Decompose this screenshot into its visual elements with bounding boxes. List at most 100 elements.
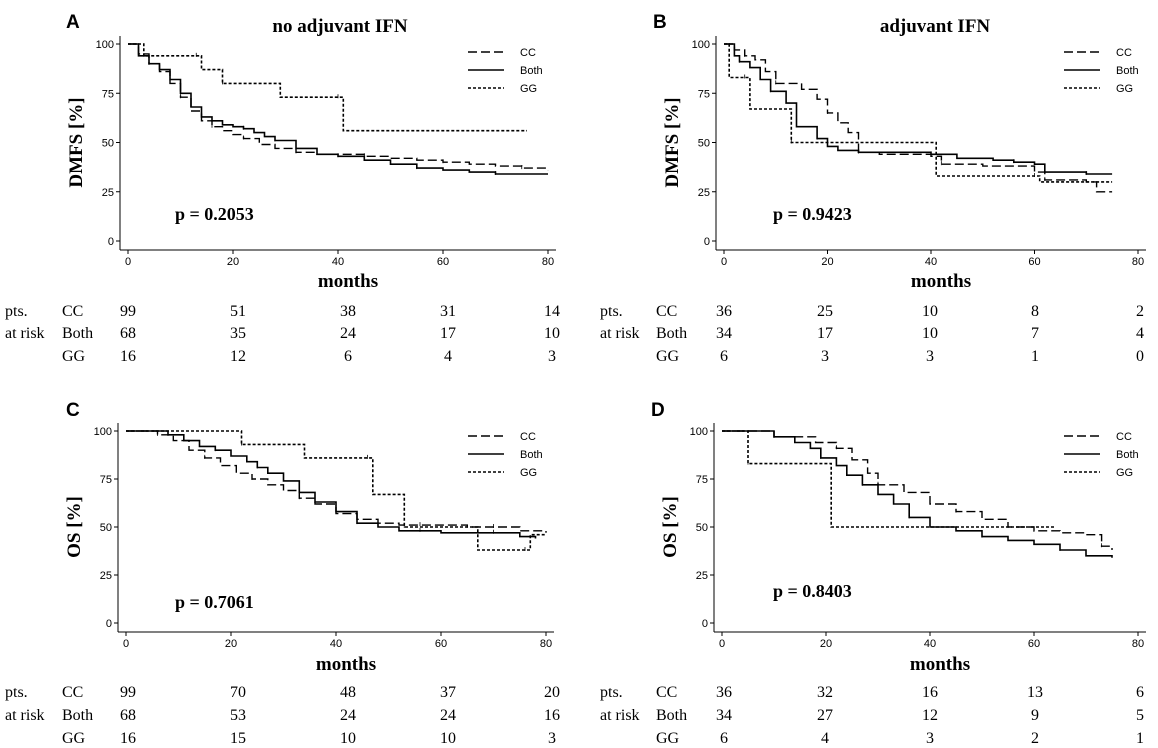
risk-value: 36 (716, 684, 732, 701)
risk-value: 68 (120, 325, 136, 342)
y-tick-label: 75 (102, 88, 114, 100)
risk-value: 2 (1136, 303, 1144, 320)
risk-value: 6 (1136, 684, 1144, 701)
curve-gg (724, 43, 1113, 183)
risk-value: 3 (821, 348, 829, 365)
risk-value: 14 (544, 303, 560, 320)
risk-value: 24 (340, 325, 356, 342)
panel-c: C 0 25 50 75 100 0 20 40 60 80 OS [%] months p = 0.70… (5, 400, 560, 747)
risk-value: 15 (230, 730, 246, 747)
risk-row-name: CC (62, 684, 83, 701)
x-tick-label: 60 (437, 256, 449, 268)
curve-gg (126, 430, 546, 551)
risk-value: 35 (230, 325, 246, 342)
risk-row-name: GG (62, 348, 86, 365)
risk-value: 6 (720, 348, 728, 365)
risk-value: 0 (1136, 348, 1144, 365)
y-axis-label: OS [%] (660, 496, 681, 558)
legend-label-both: Both (1116, 65, 1139, 77)
risk-table-label: pts. (5, 684, 28, 701)
curve-both (724, 43, 1113, 175)
risk-value: 34 (716, 707, 732, 724)
risk-value: 38 (340, 303, 356, 320)
p-value: p = 0.8403 (773, 581, 852, 601)
x-tick-label: 0 (125, 256, 131, 268)
x-tick-label: 0 (721, 256, 727, 268)
risk-row-name: CC (62, 303, 83, 320)
y-axis-label: DMFS [%] (662, 97, 683, 187)
risk-table-label: at risk (600, 325, 640, 342)
curve-cc (722, 430, 1113, 550)
curve-both (126, 430, 537, 539)
y-tick-label: 100 (690, 426, 708, 438)
y-tick-label: 50 (698, 138, 710, 150)
risk-value: 68 (120, 707, 136, 724)
x-tick-label: 0 (123, 638, 129, 650)
risk-value: 6 (720, 730, 728, 747)
y-tick-label: 25 (102, 187, 114, 199)
x-axis-label: months (910, 654, 970, 675)
x-tick-label: 20 (227, 256, 239, 268)
risk-value: 3 (548, 730, 556, 747)
risk-row-name: GG (62, 730, 86, 747)
risk-value: 10 (440, 730, 456, 747)
x-tick-label: 80 (1132, 256, 1144, 268)
x-tick-label: 80 (1132, 638, 1144, 650)
y-tick-label: 50 (696, 522, 708, 534)
risk-value: 3 (926, 348, 934, 365)
y-tick-label: 0 (108, 236, 114, 248)
risk-value: 3 (548, 348, 556, 365)
legend-label-gg: GG (520, 467, 537, 479)
x-tick-label: 60 (1028, 256, 1040, 268)
p-value: p = 0.9423 (773, 204, 852, 224)
curve-cc (128, 43, 549, 171)
legend-label-cc: CC (520, 431, 536, 443)
risk-value: 27 (817, 707, 833, 724)
risk-value: 9 (1031, 707, 1039, 724)
legend-label-cc: CC (520, 47, 536, 59)
risk-value: 10 (544, 325, 560, 342)
y-tick-label: 100 (692, 39, 710, 51)
risk-value: 7 (1031, 325, 1039, 342)
risk-value: 24 (340, 707, 356, 724)
risk-value: 51 (230, 303, 246, 320)
legend-label-gg: GG (1116, 83, 1133, 95)
risk-row-name: Both (62, 707, 93, 724)
risk-table-label: pts. (600, 684, 623, 701)
risk-value: 37 (440, 684, 456, 701)
y-tick-label: 50 (100, 522, 112, 534)
x-axis-label: months (316, 654, 376, 675)
y-tick-label: 100 (94, 426, 112, 438)
chart-title: adjuvant IFN (880, 16, 991, 37)
risk-value: 13 (1027, 684, 1043, 701)
x-tick-label: 80 (542, 256, 554, 268)
risk-value: 1 (1031, 348, 1039, 365)
risk-value: 48 (340, 684, 356, 701)
p-value: p = 0.2053 (175, 204, 254, 224)
legend-label-both: Both (520, 65, 543, 77)
x-tick-label: 40 (925, 256, 937, 268)
risk-value: 16 (120, 348, 136, 365)
x-tick-label: 20 (225, 638, 237, 650)
x-tick-label: 60 (1028, 638, 1040, 650)
risk-row-name: CC (656, 684, 677, 701)
risk-row-name: GG (656, 348, 680, 365)
risk-value: 16 (120, 730, 136, 747)
risk-value: 8 (1031, 303, 1039, 320)
panel-letter: C (66, 400, 80, 421)
risk-value: 16 (922, 684, 938, 701)
legend-label-both: Both (520, 449, 543, 461)
risk-table-label: at risk (600, 707, 640, 724)
risk-value: 70 (230, 684, 246, 701)
curve-cc (724, 43, 1113, 193)
risk-value: 4 (821, 730, 829, 747)
legend-label-both: Both (1116, 449, 1139, 461)
risk-row-name: Both (62, 325, 93, 342)
legend-label-gg: GG (520, 83, 537, 95)
risk-value: 24 (440, 707, 456, 724)
risk-row-name: GG (656, 730, 680, 747)
